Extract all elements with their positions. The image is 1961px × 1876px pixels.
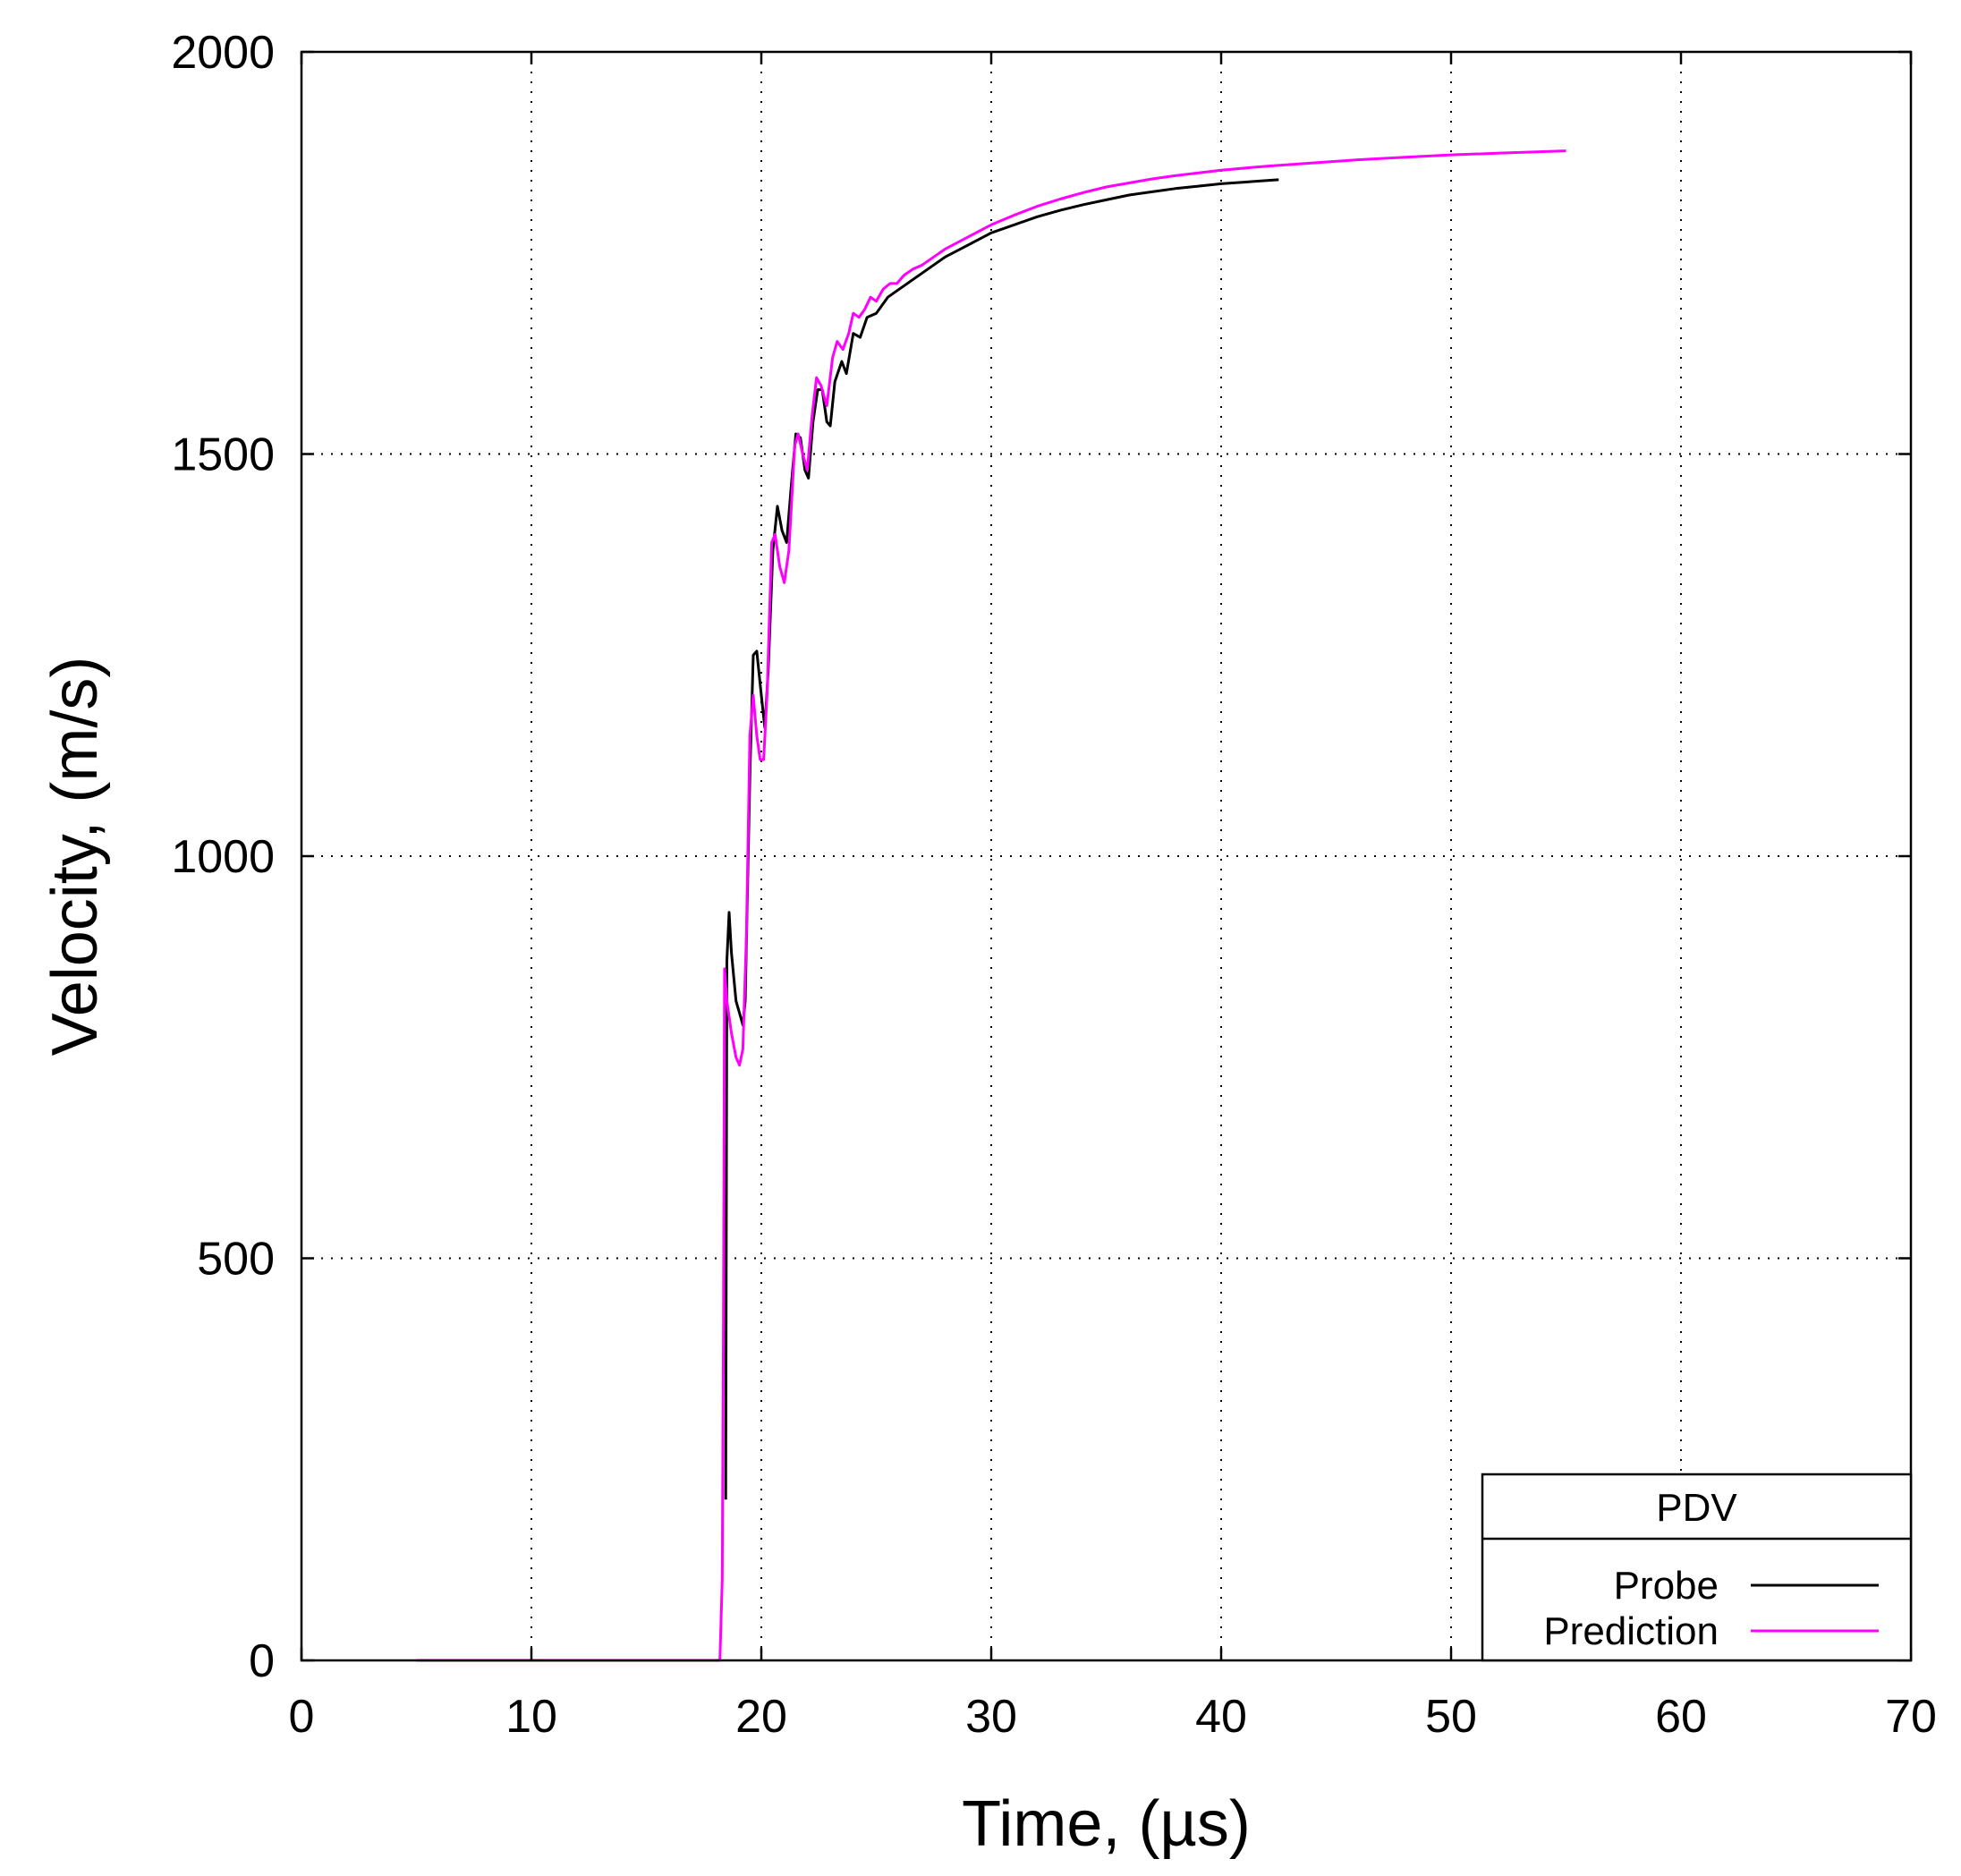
- x-tick-label: 0: [289, 1691, 315, 1743]
- series-layer: [416, 149, 1566, 1662]
- x-tick-label: 70: [1885, 1691, 1937, 1743]
- legend-entry-label: Probe: [1614, 1564, 1719, 1608]
- x-tick-label: 30: [965, 1691, 1017, 1743]
- axis-ticks: 0 10 20 30 40 50 60 70 0 500 1000 1500 2000: [171, 27, 1937, 1743]
- y-tick-label: 1500: [171, 429, 275, 481]
- x-tick-label: 40: [1195, 1691, 1247, 1743]
- y-tick-label: 1000: [171, 831, 275, 883]
- y-tick-label: 0: [249, 1635, 275, 1687]
- y-tick-label: 2000: [171, 27, 275, 79]
- x-tick-label: 10: [505, 1691, 557, 1743]
- prediction-series-line: [416, 149, 1566, 1662]
- x-tick-label: 60: [1655, 1691, 1707, 1743]
- x-axis-label: Time, (µs): [962, 1788, 1251, 1860]
- legend-title: PDV: [1656, 1486, 1737, 1530]
- legend-box: [1481, 1473, 1913, 1662]
- y-axis-label: Velocity, (m/s): [39, 657, 111, 1057]
- x-tick-label: 20: [735, 1691, 787, 1743]
- legend-entry-label: Prediction: [1543, 1609, 1719, 1653]
- x-tick-label: 50: [1425, 1691, 1477, 1743]
- y-tick-label: 500: [197, 1234, 275, 1286]
- probe-series-line: [724, 178, 1279, 1500]
